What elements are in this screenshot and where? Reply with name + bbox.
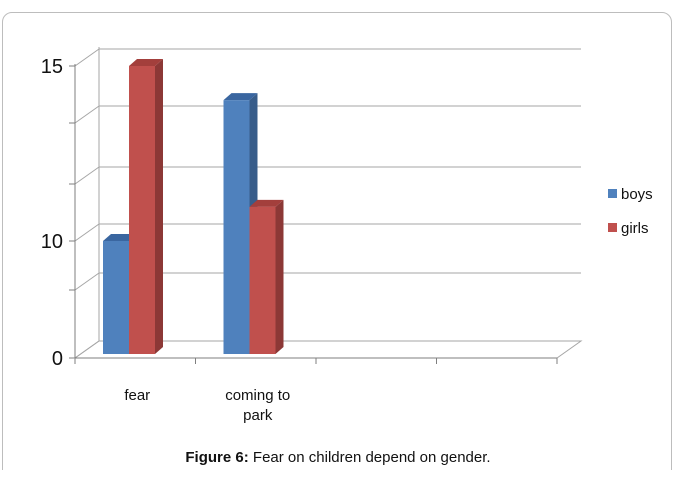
legend-label-girls: girls <box>621 220 649 237</box>
bar-top-boys-1 <box>223 93 258 101</box>
bar-girls-0 <box>129 66 155 354</box>
x-category-label: park <box>243 407 273 424</box>
x-category-label: fear <box>124 387 150 404</box>
gridline-slant <box>74 272 100 291</box>
bar-boys-0 <box>103 241 129 354</box>
legend-label-boys: boys <box>621 186 653 203</box>
bar-side-girls-0 <box>155 59 163 354</box>
gridline-slant <box>74 48 100 67</box>
bar-top-girls-1 <box>249 199 284 207</box>
legend-swatch-girls <box>608 223 617 232</box>
figure-caption: Figure 6: Fear on children depend on gen… <box>0 449 676 466</box>
bar-side-girls-1 <box>275 199 284 354</box>
frame-cover <box>0 470 676 487</box>
gridline-slant <box>74 223 100 242</box>
y-tick-label: 10 <box>41 231 63 253</box>
y-tick-label: 15 <box>41 56 63 78</box>
gridline-slant <box>74 166 100 185</box>
bar-boys-1 <box>223 100 250 354</box>
x-category-label: coming to <box>225 387 290 404</box>
caption-label: Figure 6: <box>185 449 249 466</box>
bar-girls-1 <box>249 206 276 354</box>
caption-text: Fear on children depend on gender. <box>248 449 491 466</box>
y-tick-label: 0 <box>52 348 63 370</box>
bar-top-girls-0 <box>129 59 163 66</box>
gridline-slant <box>74 105 100 124</box>
legend-swatch-boys <box>608 189 617 198</box>
bar-top-boys-0 <box>103 234 137 241</box>
